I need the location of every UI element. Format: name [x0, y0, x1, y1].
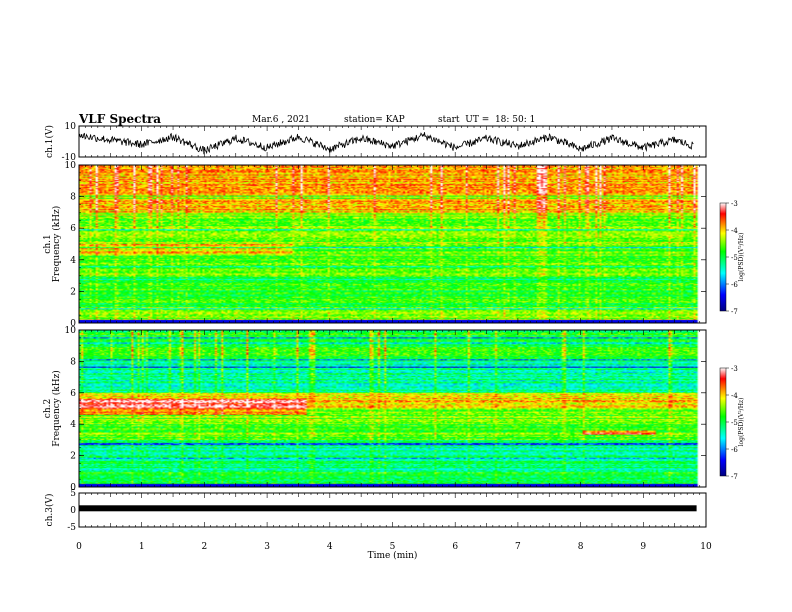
ch3-wave-ytick-label: 5 — [70, 489, 76, 499]
ch3-wave-ylabel: ch.3(V) — [44, 494, 55, 527]
x-tick-label: 1 — [139, 542, 145, 552]
ch2-ytick-label: 2 — [70, 452, 76, 462]
x-tick-label: 10 — [700, 542, 712, 552]
ch1-ylabel-line2: Frequency (kHz) — [51, 206, 62, 283]
ch1-wave-ytick-label: 10 — [65, 122, 77, 132]
ch2-colorbar — [719, 367, 727, 477]
ch1-colorbar-label-text: log(PSD)(V²/Hz) — [738, 233, 745, 282]
ch1-ylabel-line1: ch.1 — [43, 234, 53, 253]
ch1-wave-ylabel: ch.1(V) — [44, 125, 55, 158]
x-tick-label: 8 — [578, 542, 584, 552]
ch2-colorbar-tick-label: -4 — [731, 392, 738, 400]
ch2-ylabel-line1: ch.2 — [43, 399, 53, 418]
x-tick-label: 3 — [264, 542, 270, 552]
x-tick-label: 9 — [640, 542, 646, 552]
waveform-lines — [78, 132, 697, 512]
x-tick-label: 7 — [515, 542, 521, 552]
ch2-colorbar-tick-label: -3 — [731, 365, 738, 373]
ch2-colorbar-tick-label: -6 — [731, 446, 738, 454]
ch3-wave-ylabel-text: ch.3(V) — [44, 494, 55, 527]
ch2-ytick-label: 4 — [70, 420, 76, 430]
ch2-colorbar-tick-label: -7 — [731, 473, 738, 481]
ch1-ytick-label: 8 — [70, 193, 76, 203]
ch1-colorbar-tick-label: -5 — [731, 254, 738, 262]
ch2-ytick-label: 6 — [70, 389, 76, 399]
ch3-waveform-line — [79, 505, 697, 512]
ch1-wave-ytick-label: -10 — [62, 153, 77, 163]
start-time-label: start UT = 18: 50: 1 — [438, 115, 536, 125]
ch3-wave-ytick-label: 0 — [70, 506, 76, 516]
x-tick-label: 6 — [452, 542, 458, 552]
ch2-ytick-label: 8 — [70, 357, 76, 367]
ch1-colorbar-tick-label: -3 — [731, 200, 738, 208]
x-axis-label: Time (min) — [368, 550, 418, 561]
ch1-wave-ylabel-text: ch.1(V) — [44, 125, 55, 158]
ch2-ylabel: ch.2 Frequency (kHz) — [43, 370, 62, 447]
ch1-ylabel: ch.1 Frequency (kHz) — [43, 206, 62, 283]
ch1-colorbar-tick-label: -4 — [731, 227, 738, 235]
ch1-colorbar-label: log(PSD)(V²/Hz) — [738, 233, 745, 282]
axes — [78, 125, 729, 528]
date-label: Mar.6 , 2021 — [252, 115, 310, 125]
ch1-ytick-label: 10 — [65, 161, 77, 171]
x-tick-label: 5 — [390, 542, 396, 552]
ch2-spectrogram-image — [79, 330, 706, 487]
chart-title: VLF Spectra — [79, 112, 162, 126]
spectrogram-images — [79, 165, 706, 487]
ch1-ytick-label: 0 — [70, 319, 76, 329]
x-tick-label: 2 — [202, 542, 208, 552]
ch1-colorbar-tick-label: -6 — [731, 281, 738, 289]
ch2-ylabel-line2: Frequency (kHz) — [51, 370, 62, 447]
ch1-colorbar — [719, 202, 727, 312]
station-label: station= KAP — [344, 115, 405, 125]
ch2-ytick-label: 0 — [70, 483, 76, 493]
ch2-colorbar-tick-label: -5 — [731, 419, 738, 427]
ch2-colorbar-label-text: log(PSD)(V²/Hz) — [738, 398, 745, 447]
ch2-colorbar-label: log(PSD)(V²/Hz) — [738, 398, 745, 447]
ch1-spectrogram-image — [79, 165, 706, 323]
x-tick-label: 4 — [327, 542, 333, 552]
ch1-waveform-line — [78, 132, 694, 155]
ch1-ytick-label: 6 — [70, 224, 76, 234]
x-tick-label: 0 — [76, 542, 82, 552]
ch1-colorbar-tick-label: -7 — [731, 308, 738, 316]
ch1-ytick-label: 4 — [70, 256, 76, 266]
ch3-wave-ytick-label: -5 — [67, 523, 76, 533]
ch1-ytick-label: 2 — [70, 287, 76, 297]
ch2-ytick-label: 10 — [65, 326, 77, 336]
